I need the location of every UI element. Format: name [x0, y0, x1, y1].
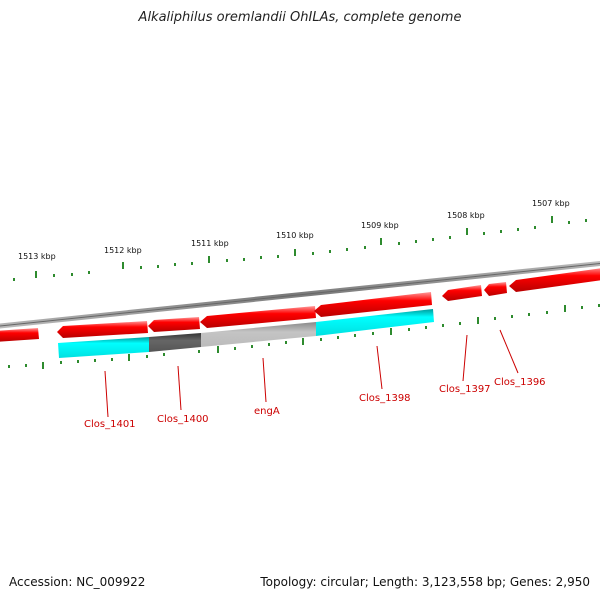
- scale-label-1511: 1511 kbp: [191, 239, 229, 248]
- cds-arrow-clos-1400[interactable]: [148, 317, 200, 332]
- gene-label-clos-1397[interactable]: Clos_1397: [439, 384, 491, 395]
- cds-arrow-clos-1398[interactable]: [314, 292, 432, 317]
- cds-arrow-enga[interactable]: [200, 306, 316, 328]
- scale-label-1510: 1510 kbp: [276, 231, 314, 240]
- cog-segment-enga[interactable]: [201, 322, 316, 347]
- gene-label-clos-1398[interactable]: Clos_1398: [359, 393, 411, 404]
- cog-track: [58, 309, 434, 358]
- cds-arrow-left-edge[interactable]: [0, 328, 39, 342]
- scale-label-1513: 1513 kbp: [18, 252, 56, 261]
- genome-summary-text: Topology: circular; Length: 3,123,558 bp…: [260, 575, 590, 589]
- scale-label-1508: 1508 kbp: [447, 211, 485, 220]
- scale-label-1507: 1507 kbp: [532, 199, 570, 208]
- cog-segment-clos-1400[interactable]: [149, 333, 201, 352]
- gene-label-clos-1396[interactable]: Clos_1396: [494, 377, 546, 388]
- scale-label-1509: 1509 kbp: [361, 221, 399, 230]
- label-leaders: [104, 329, 519, 418]
- scale-label-1512: 1512 kbp: [104, 246, 142, 255]
- outer-minor-ticks: [13, 219, 587, 281]
- cog-segment-clos-1401[interactable]: [58, 337, 149, 358]
- gene-label-clos-1401[interactable]: Clos_1401: [84, 419, 136, 430]
- gene-label-enga[interactable]: engA: [254, 406, 280, 417]
- outer-major-ticks: [35, 216, 553, 278]
- forward-cds-track: [0, 267, 600, 342]
- cds-arrow-right-edge[interactable]: [509, 267, 600, 292]
- cds-arrow-clos-1401[interactable]: [57, 321, 148, 338]
- outer-scale: 1513 kbp 1512 kbp 1511 kbp 1510 kbp 1509…: [13, 199, 587, 281]
- cds-arrow-clos-1397[interactable]: [442, 285, 482, 301]
- cds-arrow-clos-1396[interactable]: [484, 282, 507, 296]
- gene-label-clos-1400[interactable]: Clos_1400: [157, 414, 209, 425]
- cog-segment-clos-1398[interactable]: [316, 309, 434, 336]
- accession-text: Accession: NC_009922: [9, 575, 146, 589]
- map-title: Alkaliphilus oremlandii OhILAs, complete…: [138, 10, 462, 25]
- inner-scale: [8, 304, 600, 369]
